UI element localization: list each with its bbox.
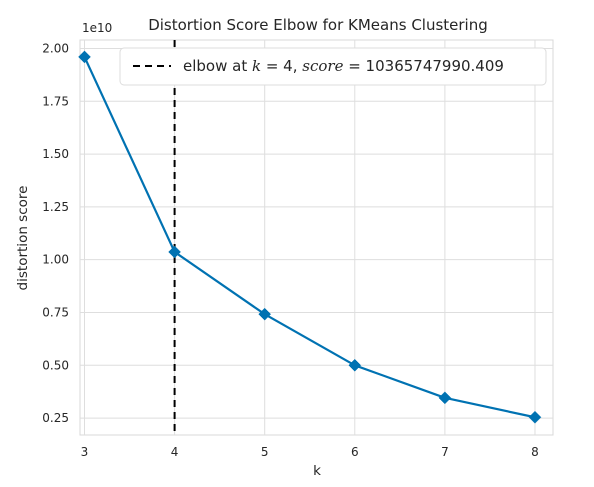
y-tick-label-3: 1.00 [42, 253, 69, 267]
data-point-0-3 [348, 358, 362, 372]
x-tick-labels: 3 4 5 6 7 8 [81, 445, 539, 459]
y-tick-label-4: 1.25 [42, 200, 69, 214]
y-axis-label: distortion score [15, 186, 31, 291]
data-point-0-4 [438, 391, 452, 405]
y-tick-label-2: 0.75 [42, 305, 69, 319]
y-tick-label-1: 0.50 [42, 358, 69, 372]
chart-title: Distortion Score Elbow for KMeans Cluste… [148, 16, 488, 34]
y-offset-label: 1e10 [82, 21, 112, 35]
legend-score-symbol: score [302, 57, 343, 75]
series-line-0 [83, 56, 536, 419]
data-point-0-0 [78, 50, 91, 64]
x-tick-label-2: 5 [261, 445, 269, 459]
y-tick-label-6: 1.75 [42, 94, 69, 108]
legend-prefix: elbow at [183, 57, 252, 75]
x-tick-label-4: 7 [441, 445, 449, 459]
legend-k-part: = 4, [261, 57, 302, 75]
y-tick-label-0: 0.25 [42, 411, 69, 425]
x-tick-label-1: 4 [171, 445, 179, 459]
series-markers [78, 50, 542, 424]
x-axis-label: k [313, 463, 321, 479]
legend-score-part: = 10365747990.409 [343, 57, 503, 75]
data-point-0-5 [528, 410, 542, 424]
y-tick-label-7: 2.00 [42, 41, 69, 55]
legend-k-symbol: k [252, 57, 261, 75]
plot-area [79, 39, 554, 436]
legend-label: elbow at k = 4, score = 10365747990.409 [183, 57, 504, 75]
x-tick-label-3: 6 [351, 445, 359, 459]
x-tick-label-0: 3 [81, 445, 89, 459]
x-tick-label-5: 8 [531, 445, 539, 459]
y-tick-label-5: 1.50 [42, 147, 69, 161]
series-line [83, 56, 536, 419]
data-point-0-1 [168, 245, 181, 259]
data-point-0-2 [258, 307, 272, 321]
y-tick-labels: 0.25 0.50 0.75 1.00 1.25 1.50 1.75 2.00 [42, 41, 69, 425]
legend-box [119, 47, 547, 86]
legend: elbow at k = 4, score = 10365747990.409 [119, 47, 547, 86]
